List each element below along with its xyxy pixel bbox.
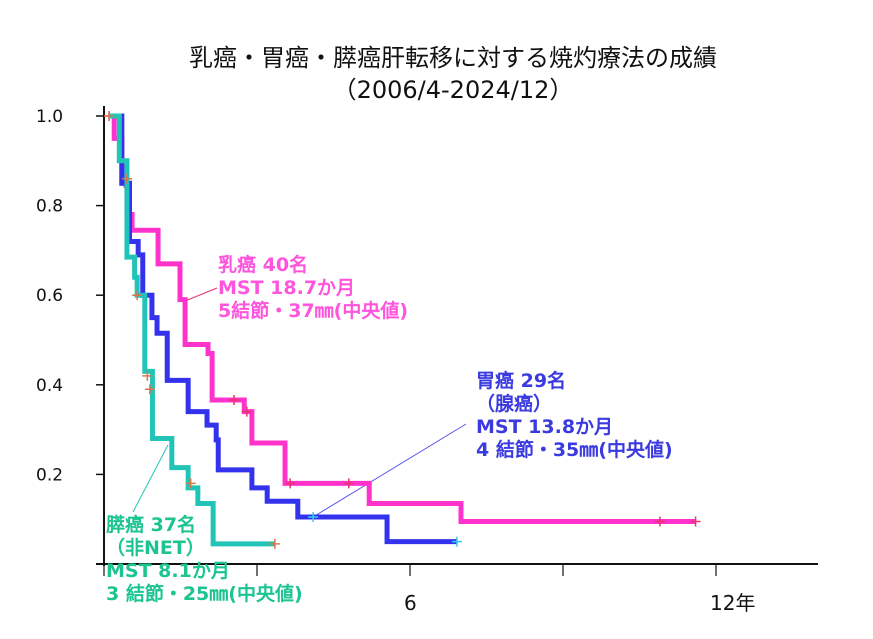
pancreas-censor-mark [144,384,155,395]
stomach-survival-curve [117,113,457,545]
pancreas-censor-mark [104,111,115,121]
breast-censor-mark [654,516,665,527]
pancreas-label-line: 膵癌 37名 [106,514,197,536]
x-tick-label: 12年 [710,591,755,615]
pancreas-censor-mark [185,478,196,489]
y-tick-label: 0.8 [36,197,63,217]
pancreas-label: 膵癌 37名 （非NET） MST 8.1か月 3 結節・25㎜(中央値) [106,514,303,606]
pancreas-censor-mark [142,370,153,381]
stomach-label-line: MST 13.8か月 [476,416,614,438]
y-tick-label: 0.6 [36,286,63,306]
stomach-censor-mark [308,511,319,522]
pancreas-censor-mark [132,290,143,301]
pancreas-label-line: MST 8.1か月 [106,560,230,582]
y-tick-label: 0.4 [36,376,63,396]
breast-label-line: MST 18.7か月 [218,277,356,299]
y-tick-label: 1.0 [36,107,63,127]
pancreas-label-line: 3 結節・25㎜(中央値) [106,583,303,605]
y-tick-label: 0.2 [36,465,63,485]
stomach-leader-line [312,423,467,518]
breast-censor-mark [241,406,252,417]
stomach-censor-mark [451,536,462,547]
breast-label-line: 5結節・37㎜(中央値) [218,300,409,322]
pancreas-leader-line [132,444,169,513]
breast-censor-mark [229,395,240,406]
breast-label: 乳癌 40名 MST 18.7か月 5結節・37㎜(中央値) [218,254,408,323]
stomach-label-line: （腺癌） [476,393,553,415]
pancreas-survival-curve [109,113,275,547]
pancreas-censor-mark [121,173,132,184]
stomach-label-line: 4 結節・35㎜(中央値) [476,439,673,461]
breast-censor-mark [285,478,296,489]
breast-label-line: 乳癌 40名 [218,254,309,276]
breast-leader-line [184,287,218,302]
stomach-label: 胃癌 29名 （腺癌） MST 13.8か月 4 結節・35㎜(中央値) [476,370,673,462]
pancreas-censor-mark [269,538,280,549]
pancreas-label-line: （非NET） [106,537,205,559]
breast-censor-mark [690,516,701,527]
x-tick-label: 6 [404,591,417,615]
chart-title: 乳癌・胃癌・膵癌肝転移に対する焼灼療法の成績 [189,44,717,72]
chart-subtitle: （2006/4-2024/12） [332,76,574,104]
breast-censor-mark [343,478,354,489]
stomach-label-line: 胃癌 29名 [476,370,567,392]
